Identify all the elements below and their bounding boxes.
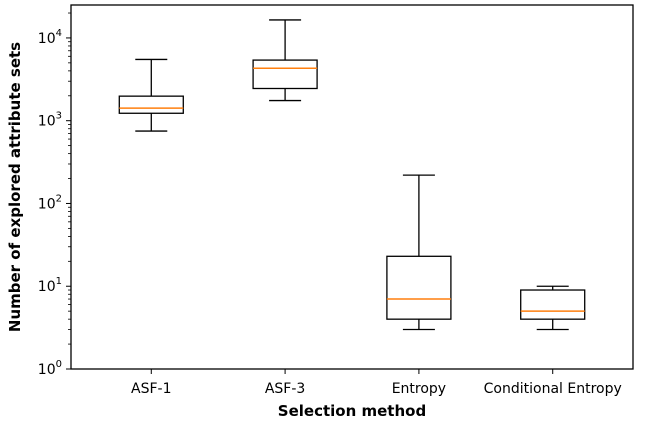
x-axis-label: Selection method — [278, 402, 426, 420]
y-tick-exponent: 2 — [56, 193, 62, 204]
x-axis: ASF-1 ASF-3 Entropy Conditional Entropy — [131, 369, 622, 397]
y-tick-label: 102 — [38, 193, 62, 212]
plot-marks — [118, 19, 586, 331]
y-tick-base: 10 — [38, 196, 56, 212]
interquartile-box — [118, 95, 184, 114]
box-plot-conditional-entropy — [520, 285, 586, 331]
y-tick-exponent: 1 — [56, 276, 62, 287]
x-tick-label: Entropy — [392, 381, 446, 397]
box-plot-entropy — [386, 174, 452, 331]
x-tick-label: ASF-3 — [265, 381, 305, 397]
y-tick-base: 10 — [38, 362, 56, 378]
y-tick-exponent: 4 — [56, 28, 62, 39]
y-tick-exponent: 3 — [56, 111, 62, 122]
box-plot-asf-1 — [118, 58, 184, 132]
x-tick-label: Conditional Entropy — [484, 381, 622, 397]
box-plot-asf-3 — [252, 19, 318, 102]
y-tick-base: 10 — [38, 31, 56, 47]
y-tick-label: 104 — [38, 28, 62, 47]
interquartile-box — [252, 59, 318, 90]
y-tick-base: 10 — [38, 279, 56, 295]
y-tick-label: 103 — [38, 111, 62, 130]
y-axis-label: Number of explored attribute sets — [6, 42, 24, 332]
y-tick-label: 100 — [38, 359, 62, 378]
x-tick-label: ASF-1 — [131, 381, 171, 397]
y-tick-base: 10 — [38, 114, 56, 130]
y-tick-label: 101 — [38, 276, 62, 295]
interquartile-box — [386, 255, 452, 320]
y-tick-exponent: 0 — [56, 359, 62, 370]
interquartile-box — [520, 289, 586, 320]
plot-frame — [70, 4, 634, 370]
